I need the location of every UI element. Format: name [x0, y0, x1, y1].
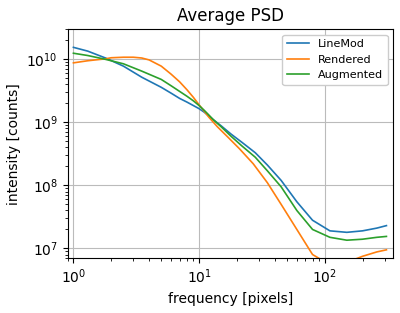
Augmented	[229, 135, 234, 138]
Line: Augmented: Augmented	[74, 53, 386, 240]
LineMod	[253, 151, 258, 155]
Rendered	[310, 253, 315, 256]
LineMod	[202, 110, 207, 114]
Augmented	[103, 58, 108, 61]
Rendered	[184, 88, 189, 92]
LineMod	[197, 107, 202, 110]
Rendered	[109, 56, 114, 60]
LineMod	[139, 75, 144, 79]
Augmented	[253, 155, 258, 159]
Rendered	[237, 147, 242, 151]
Rendered	[207, 115, 212, 119]
Augmented	[265, 169, 270, 173]
Rendered	[177, 80, 182, 84]
Rendered	[360, 254, 365, 258]
Rendered	[121, 55, 126, 59]
LineMod	[159, 85, 164, 89]
Rendered	[328, 263, 332, 267]
Augmented	[207, 113, 212, 117]
Augmented	[219, 125, 224, 129]
Rendered	[169, 72, 174, 76]
Augmented	[202, 109, 207, 112]
Augmented	[191, 99, 196, 103]
Line: Rendered: Rendered	[74, 57, 386, 265]
Rendered	[202, 110, 207, 113]
Rendered	[226, 136, 230, 139]
Rendered	[384, 248, 389, 252]
Rendered	[374, 250, 379, 254]
LineMod	[184, 100, 189, 104]
Augmented	[279, 185, 284, 189]
Rendered	[159, 64, 164, 68]
Augmented	[71, 51, 76, 55]
Rendered	[103, 57, 108, 61]
LineMod	[240, 141, 244, 144]
LineMod	[177, 96, 182, 100]
LineMod	[265, 163, 270, 167]
Augmented	[211, 118, 216, 122]
Augmented	[197, 104, 202, 107]
Augmented	[184, 94, 189, 98]
Augmented	[169, 84, 174, 88]
Rendered	[85, 59, 90, 63]
Rendered	[197, 103, 202, 107]
Rendered	[71, 61, 76, 65]
LineMod	[374, 226, 379, 230]
Augmented	[139, 69, 144, 73]
Rendered	[279, 203, 284, 206]
X-axis label: frequency [pixels]: frequency [pixels]	[168, 292, 293, 306]
Line: LineMod: LineMod	[74, 47, 386, 232]
LineMod	[103, 56, 108, 60]
Rendered	[265, 181, 270, 185]
LineMod	[121, 64, 126, 68]
LineMod	[279, 178, 284, 182]
LineMod	[360, 229, 365, 233]
Augmented	[374, 235, 379, 239]
Augmented	[384, 234, 389, 238]
Augmented	[328, 235, 332, 239]
LineMod	[344, 230, 349, 234]
Y-axis label: intensity [counts]: intensity [counts]	[7, 83, 21, 205]
LineMod	[207, 114, 212, 118]
LineMod	[191, 104, 196, 107]
Rendered	[147, 58, 152, 62]
LineMod	[211, 118, 216, 122]
LineMod	[85, 49, 90, 53]
LineMod	[328, 229, 332, 233]
Augmented	[177, 90, 182, 93]
Augmented	[85, 54, 90, 57]
Legend: LineMod, Rendered, Augmented: LineMod, Rendered, Augmented	[282, 35, 388, 85]
Rendered	[139, 56, 144, 60]
LineMod	[71, 45, 76, 49]
Augmented	[159, 78, 164, 81]
Rendered	[251, 162, 256, 166]
Augmented	[294, 208, 299, 212]
Rendered	[191, 95, 196, 99]
Rendered	[215, 125, 220, 129]
Augmented	[310, 228, 315, 231]
LineMod	[294, 200, 299, 204]
Augmented	[344, 238, 349, 242]
Augmented	[240, 144, 244, 148]
LineMod	[219, 124, 224, 128]
LineMod	[229, 132, 234, 136]
Rendered	[294, 228, 299, 231]
Rendered	[131, 55, 136, 59]
LineMod	[384, 224, 389, 228]
Title: Average PSD: Average PSD	[177, 7, 284, 25]
Augmented	[121, 62, 126, 66]
LineMod	[169, 91, 174, 95]
Rendered	[344, 260, 349, 264]
LineMod	[310, 218, 315, 222]
Augmented	[360, 237, 365, 241]
